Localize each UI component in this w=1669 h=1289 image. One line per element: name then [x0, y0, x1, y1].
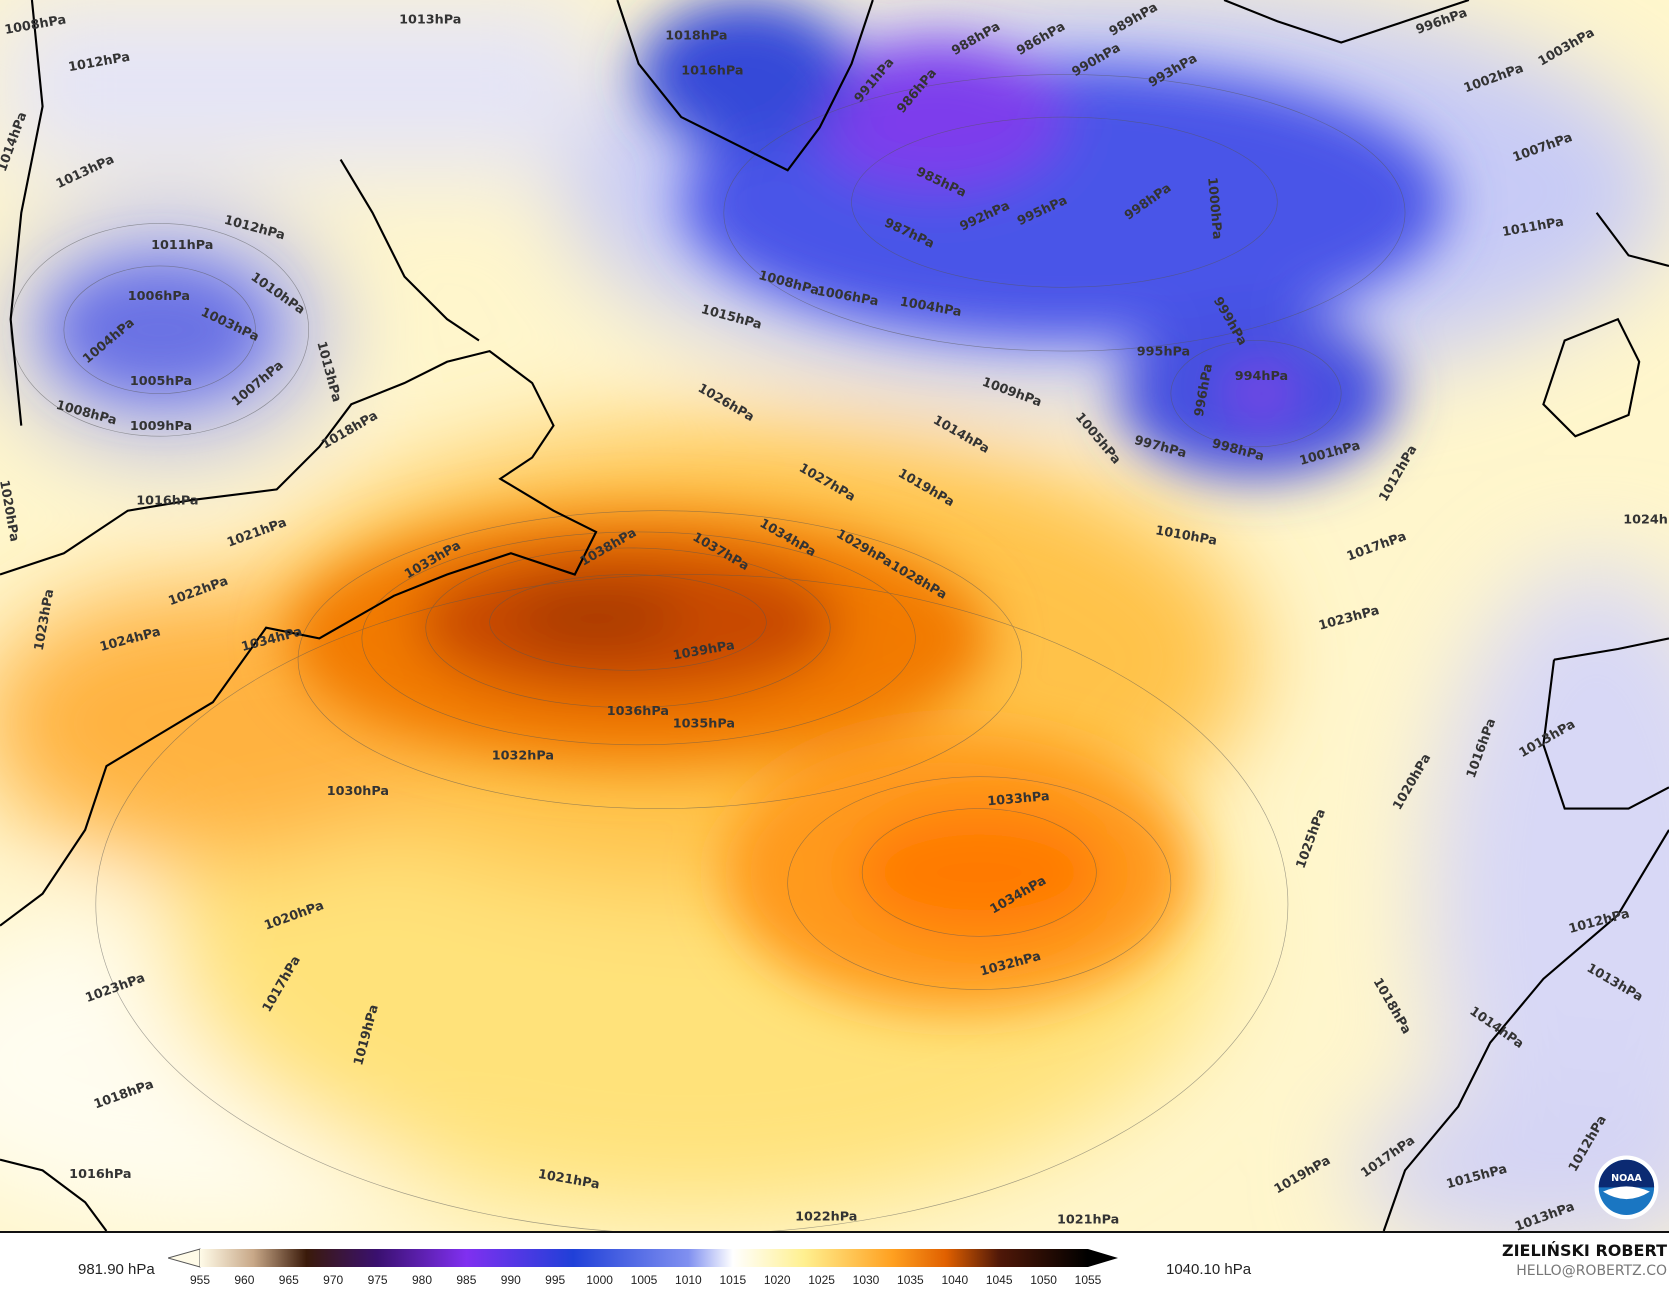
pressure-field: 1013hPa1018hPa1016hPa1008hPa1012hPa1014h… [0, 0, 1669, 1231]
isobar-label: 1011hPa [151, 238, 213, 253]
colorbar-gradient [200, 1249, 1088, 1267]
isobar-label: 1030hPa [327, 784, 389, 799]
colorbar-tick-label: 995 [545, 1273, 566, 1287]
isobar-label: 1018hPa [665, 28, 727, 43]
isobar-label: 1016hPa [681, 63, 743, 78]
colorbar-tick-label: 1025 [808, 1273, 835, 1287]
colorbar-tick-label: 1045 [985, 1273, 1013, 1287]
colorbar-tick-label: 1035 [897, 1273, 924, 1287]
colorbar-tick-label: 960 [234, 1273, 255, 1287]
isobar-label: 1013hPa [399, 12, 461, 27]
colorbar-tick-label: 1030 [852, 1273, 880, 1287]
legend-min-value: 981.90 hPa [78, 1261, 155, 1278]
colorbar-ticks: 955 960 965 970 975 980 985 990 995 1000 1005 1010 1… [0, 1273, 1669, 1289]
colorbar-tick-label: 1010 [675, 1273, 702, 1287]
isobar-label: 1035hPa [673, 717, 735, 732]
colorbar-tick-label: 1055 [1074, 1273, 1102, 1287]
isobar-label: 1016hPa [69, 1167, 131, 1182]
colorbar-tick-label: 975 [367, 1273, 388, 1287]
isobar-label: 1032hPa [492, 749, 554, 764]
noaa-logo: NOAA [1594, 1155, 1659, 1220]
colorbar-max-arrow [1088, 1249, 1118, 1267]
isobar-label: 1036hPa [607, 704, 669, 719]
author-name: ZIELIŃSKI ROBERT [1501, 1241, 1667, 1260]
colorbar-tick-label: 955 [189, 1273, 211, 1287]
colorbar-tick-label: 980 [411, 1273, 433, 1287]
colorbar-tick-label: 1000 [586, 1273, 613, 1287]
colorbar-min-arrow [168, 1248, 201, 1268]
colorbar-tick-label: 1020 [763, 1273, 791, 1287]
isobar-label: 1000hPa [1204, 177, 1224, 240]
isobar-label: 995hPa [1137, 344, 1190, 359]
colorbar [168, 1248, 1118, 1268]
isobar-label: 1005hPa [130, 374, 192, 389]
isobar-label: 1022hPa [795, 1209, 857, 1224]
isobar-label: 1006hPa [128, 289, 190, 304]
isobar-label: 1024hPa [1623, 512, 1669, 527]
colorbar-tick-label: 1005 [630, 1273, 658, 1287]
colorbar-tick-label: 970 [323, 1273, 344, 1287]
legend-max-value: 1040.10 hPa [1166, 1261, 1252, 1278]
svg-text:NOAA: NOAA [1611, 1173, 1642, 1184]
isobar-label: 1009hPa [130, 419, 192, 434]
colorbar-tick-label: 1040 [941, 1273, 969, 1287]
pressure-map[interactable]: 1013hPa 1018hPa 1016hPa 1008hPa 1012hPa 1014h… [0, 0, 1669, 1233]
isobar-label: 994hPa [1235, 369, 1288, 384]
colorbar-tick-label: 990 [500, 1273, 521, 1287]
isobar-label: 1021hPa [1057, 1213, 1119, 1228]
coastlines [0, 0, 1669, 1231]
colorbar-tick-label: 965 [278, 1273, 299, 1287]
colorbar-tick-label: 1015 [719, 1273, 747, 1287]
isobar-label: 1016hPa [136, 493, 198, 508]
legend-bar: 981.90 hPa 955 960 965 970 975 980 985 990 995 10… [0, 1233, 1669, 1287]
author-email[interactable]: HELLO@ROBERTZ.CO [1516, 1263, 1667, 1279]
colorbar-tick-label: 985 [456, 1273, 477, 1287]
isobar-label: 1033hPa [987, 789, 1050, 809]
colorbar-tick-label: 1050 [1030, 1273, 1057, 1287]
